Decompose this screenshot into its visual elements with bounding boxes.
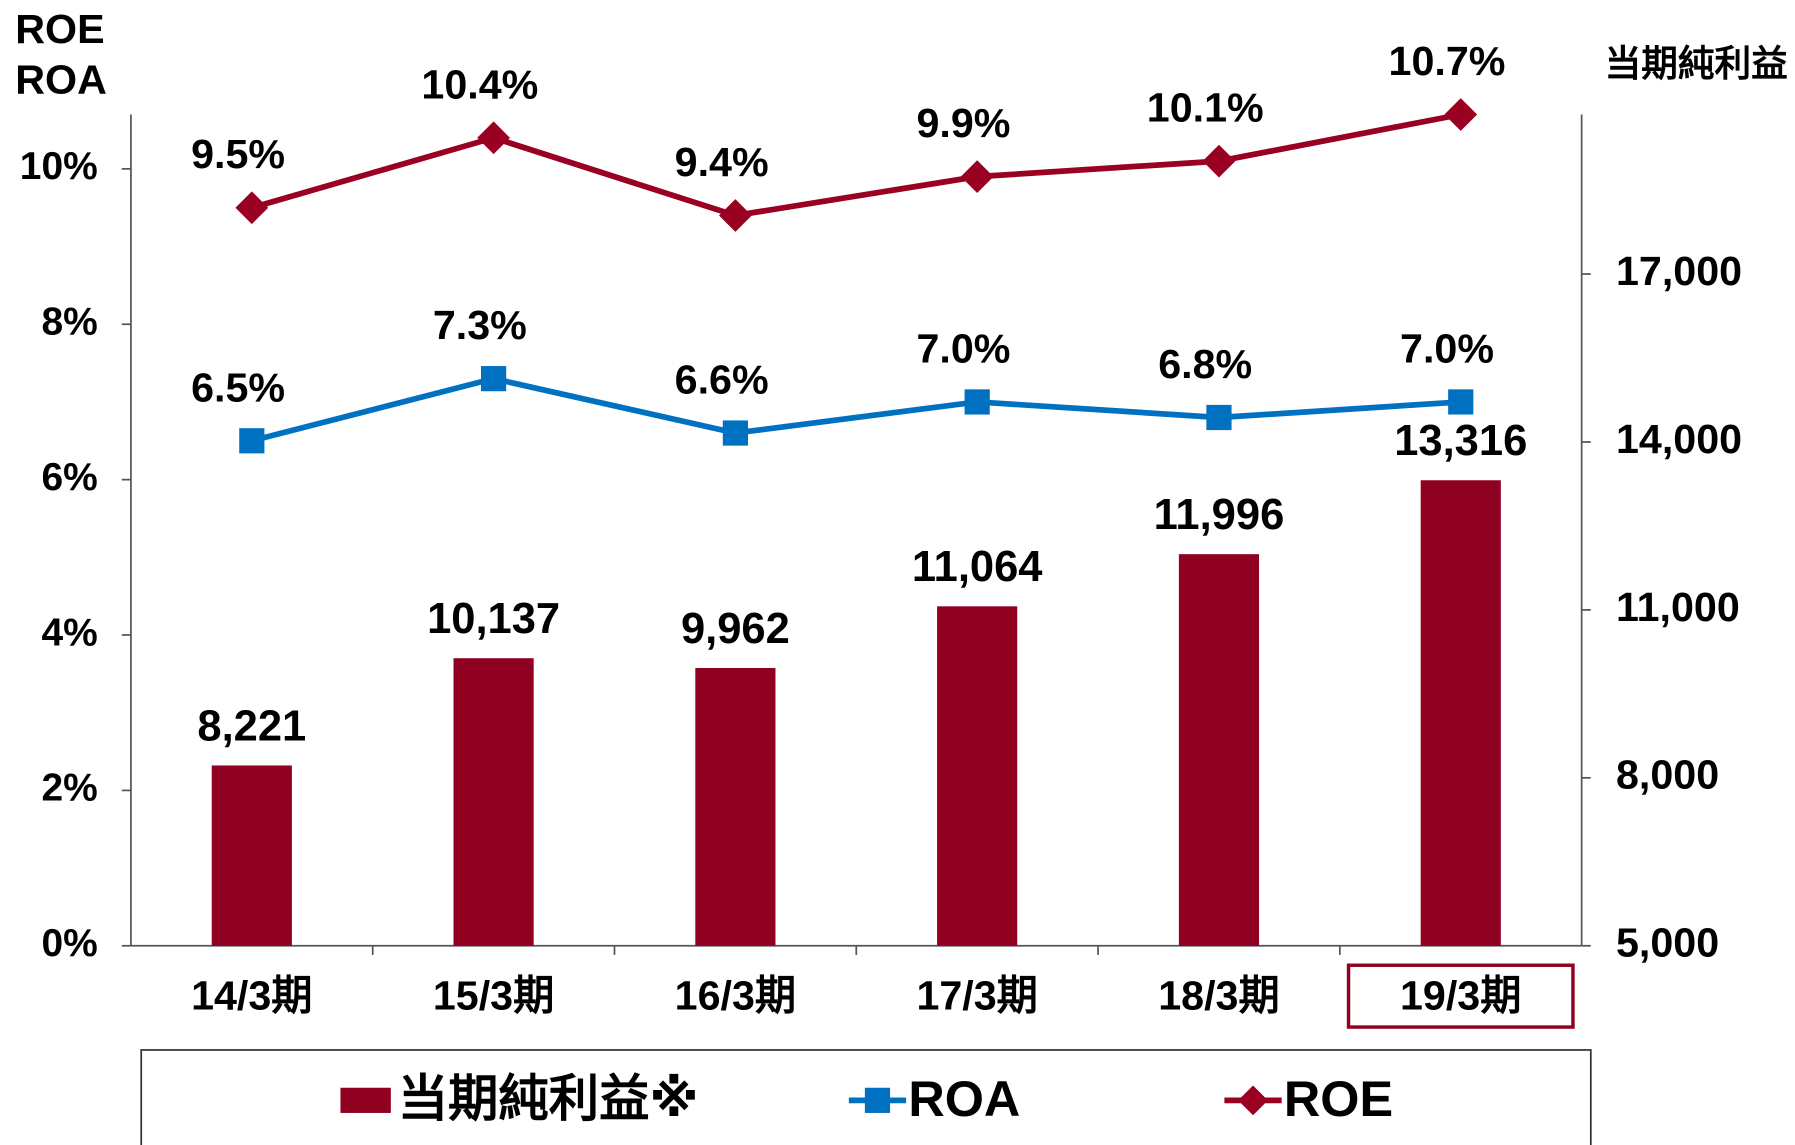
point-value-label: 9.9% xyxy=(916,100,1010,146)
point xyxy=(1448,389,1474,415)
x-tick-label: 17/3期 xyxy=(916,972,1037,1018)
point-value-label: 10.1% xyxy=(1147,85,1264,131)
point xyxy=(964,389,990,415)
bar-value-label: 9,962 xyxy=(681,605,790,653)
bar-value-label: 8,221 xyxy=(197,702,306,750)
y-tick-label: 2% xyxy=(41,767,97,810)
y-tick-label: 0% xyxy=(41,922,97,965)
point-value-label: 7.3% xyxy=(433,302,527,348)
y2-tick-label: 11,000 xyxy=(1616,584,1740,630)
y2-tick-label: 14,000 xyxy=(1616,416,1742,462)
bar xyxy=(453,658,534,946)
point xyxy=(477,121,510,155)
y-tick-label: 10% xyxy=(20,145,98,188)
point-value-label: 6.6% xyxy=(675,357,769,403)
point-value-label: 6.5% xyxy=(191,364,285,410)
point xyxy=(1444,98,1478,131)
bar xyxy=(1178,554,1260,946)
y-axis-label: ROA xyxy=(15,56,107,102)
legend-marker xyxy=(864,1087,891,1113)
point-value-label: 9.5% xyxy=(191,131,285,177)
y-tick-label: 4% xyxy=(41,611,97,654)
point xyxy=(239,428,265,454)
point xyxy=(719,199,752,232)
point-value-label: 6.8% xyxy=(1158,341,1252,387)
point-value-label: 10.7% xyxy=(1389,38,1506,84)
legend-box xyxy=(140,1049,1592,1145)
y-axis-label: ROE xyxy=(15,6,104,52)
point xyxy=(1206,404,1232,431)
line xyxy=(251,375,1461,444)
x-tick-label: 19/3期 xyxy=(1400,972,1521,1018)
point-value-label: 7.0% xyxy=(916,325,1010,371)
y2-axis-label: 当期純利益 xyxy=(1605,43,1788,84)
point xyxy=(481,366,507,392)
x-tick-label: 18/3期 xyxy=(1158,972,1279,1018)
point-value-label: 7.0% xyxy=(1400,325,1494,371)
bar-value-label: 10,137 xyxy=(427,595,560,643)
bar-value-label: 13,316 xyxy=(1394,417,1527,465)
y2-tick-label: 8,000 xyxy=(1616,752,1719,798)
legend-marker xyxy=(1238,1085,1268,1116)
bar xyxy=(695,668,776,946)
point xyxy=(235,191,269,225)
legend-label: 当期純利益※ xyxy=(398,1070,699,1127)
bar xyxy=(937,606,1018,946)
x-tick-label: 16/3期 xyxy=(675,972,796,1018)
legend-swatch xyxy=(340,1087,391,1113)
point-value-label: 9.4% xyxy=(675,139,769,185)
bar xyxy=(211,765,292,946)
bar-value-label: 11,064 xyxy=(912,543,1043,591)
x-tick-label: 15/3期 xyxy=(433,972,554,1018)
y2-tick-label: 5,000 xyxy=(1616,920,1719,966)
x-tick-label: 14/3期 xyxy=(191,972,312,1018)
point xyxy=(1202,144,1236,178)
legend-label: ROA xyxy=(908,1070,1020,1127)
point xyxy=(722,420,748,446)
legend-label: ROE xyxy=(1284,1070,1393,1127)
y2-tick-label: 17,000 xyxy=(1616,248,1742,294)
y-tick-label: 8% xyxy=(41,301,97,344)
point xyxy=(960,160,994,194)
line xyxy=(251,111,1462,219)
y-tick-label: 6% xyxy=(41,456,97,499)
category-highlight xyxy=(1346,963,1575,1029)
bar xyxy=(1420,480,1501,946)
bar-value-label: 11,996 xyxy=(1154,491,1285,539)
point-value-label: 10.4% xyxy=(421,61,538,107)
